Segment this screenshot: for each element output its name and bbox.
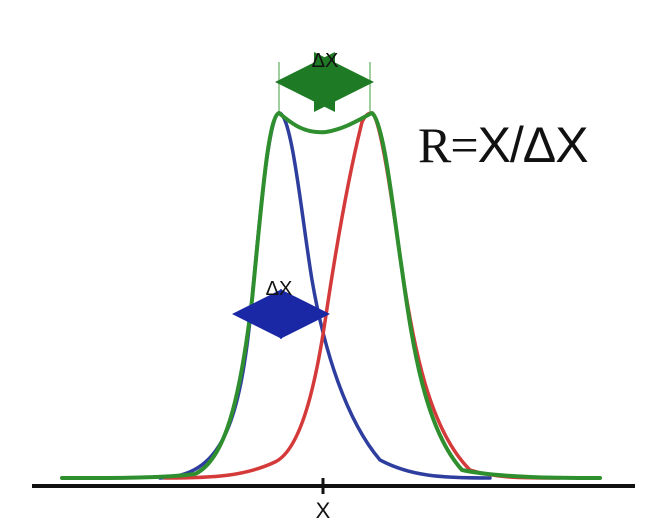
formula-lhs: R=	[418, 117, 479, 173]
formula-rhs: X/ΔX	[477, 117, 589, 173]
top-delta-label: ΔX	[312, 50, 339, 72]
x-axis-label: X	[316, 498, 331, 523]
resolution-formula: R=X/ΔX	[418, 117, 589, 173]
mid-delta-label: ΔX	[266, 278, 293, 300]
green-envelope-curve	[60, 111, 602, 480]
